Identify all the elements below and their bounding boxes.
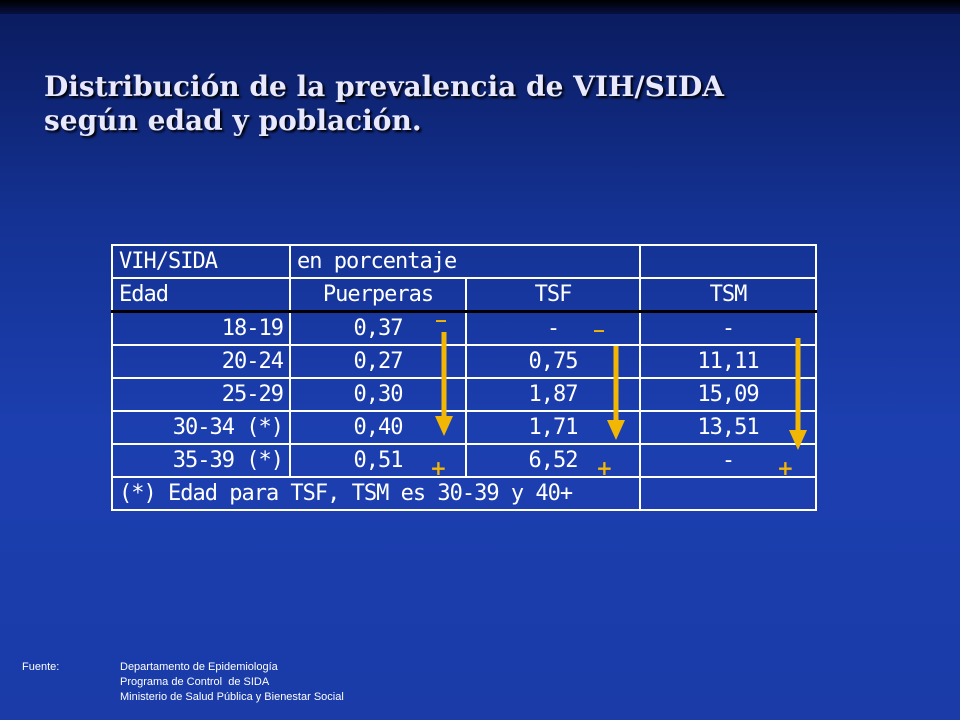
table-header-cell [639, 244, 817, 279]
table-cell: 0,27 [289, 344, 467, 379]
table-cell [639, 476, 817, 511]
title-line-1: Distribución de la prevalencia de VIH/SI… [44, 70, 724, 103]
table-cell: 1,71 [465, 410, 641, 445]
table-cell: 15,09 [639, 377, 817, 412]
table-cell: 30-34 (*) [111, 410, 291, 445]
table-cell: - [639, 310, 817, 346]
table-cell: 1,87 [465, 377, 641, 412]
table-row: 18-19 0,37 - - [111, 310, 817, 346]
table-cell: 0,30 [289, 377, 467, 412]
table-header-cell: VIH/SIDA [111, 244, 291, 279]
source-lines: Departamento de Epidemiología Programa d… [120, 660, 344, 705]
table-header-cell: TSM [639, 277, 817, 313]
prevalence-table: VIH/SIDA en porcentaje Edad Puerperas TS… [111, 244, 817, 511]
table-header-cell: Puerperas [289, 277, 467, 313]
plus-sign: + [430, 456, 447, 480]
title-line-2: según edad y población. [44, 104, 422, 137]
table-footnote: (*) Edad para TSF, TSM es 30-39 y 40+ [111, 476, 641, 511]
table-row: 30-34 (*) 0,40 1,71 13,51 [111, 410, 817, 445]
table-cell: - [639, 443, 817, 478]
table-cell: 11,11 [639, 344, 817, 379]
table-row: 25-29 0,30 1,87 15,09 [111, 377, 817, 412]
table-cell: 0,37 [289, 310, 467, 346]
table-cell: - [465, 310, 641, 346]
top-band [0, 0, 960, 14]
table-footnote-row: (*) Edad para TSF, TSM es 30-39 y 40+ [111, 476, 817, 511]
plus-sign: + [596, 456, 613, 480]
table-cell: 0,51 [289, 443, 467, 478]
table-header-cell: TSF [465, 277, 641, 313]
plus-sign: + [777, 456, 794, 480]
source-label: Fuente: [22, 661, 60, 673]
table-cell: 35-39 (*) [111, 443, 291, 478]
slide-title: Distribución de la prevalencia de VIH/SI… [44, 70, 844, 138]
table-row: 20-24 0,27 0,75 11,11 [111, 344, 817, 379]
trend-arrow-puerperas [435, 332, 453, 436]
table-cell: 6,52 [465, 443, 641, 478]
table-header-row-1: VIH/SIDA en porcentaje [111, 244, 817, 279]
table-row: 35-39 (*) 0,51 6,52 - [111, 443, 817, 478]
source-line: Ministerio de Salud Pública y Bienestar … [120, 691, 344, 703]
table-header-cell: en porcentaje [289, 244, 641, 279]
trend-arrow-tsm [789, 338, 807, 450]
table-cell: 0,75 [465, 344, 641, 379]
table-cell: 0,40 [289, 410, 467, 445]
source-line: Programa de Control de SIDA [120, 676, 270, 688]
trend-arrow-tsf [607, 346, 625, 440]
source-line: Departamento de Epidemiología [120, 661, 278, 673]
minus-sign: _ [436, 298, 446, 322]
table-cell: 13,51 [639, 410, 817, 445]
table-cell: 18-19 [111, 310, 291, 346]
table-header-row-2: Edad Puerperas TSF TSM [111, 277, 817, 313]
minus-sign: _ [594, 308, 604, 332]
table-header-cell: Edad [111, 277, 291, 313]
table-cell: 20-24 [111, 344, 291, 379]
table-cell: 25-29 [111, 377, 291, 412]
